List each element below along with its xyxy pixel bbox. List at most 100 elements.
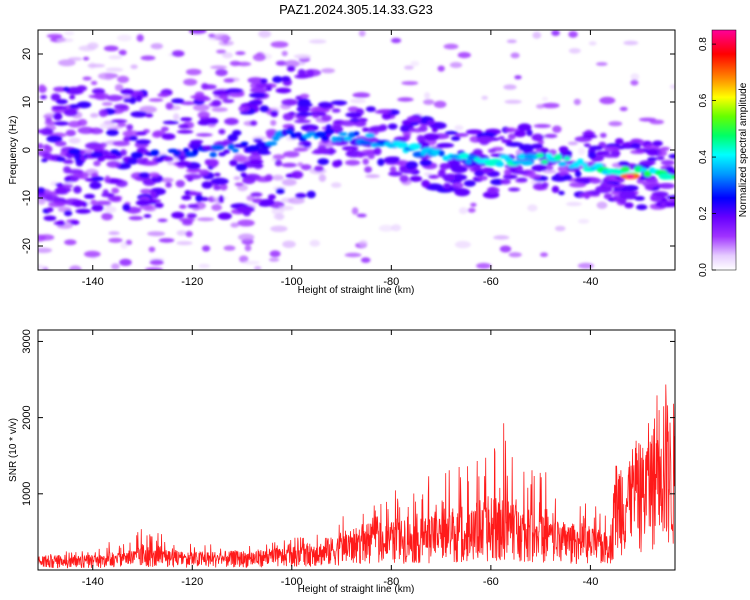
heatmap-cell-750 <box>618 161 630 167</box>
heatmap-cell-618 <box>518 144 535 152</box>
heatmap-cell-130 <box>458 207 468 215</box>
heatmap-cell-877 <box>614 138 624 145</box>
heatmap-cell-323 <box>404 65 414 70</box>
heatmap-cell-210 <box>185 230 193 238</box>
heatmap-cell-975 <box>356 152 369 157</box>
heatmap-cell-968 <box>476 136 494 144</box>
heatmap-cell-1015 <box>182 147 190 154</box>
heatmap-cell-142 <box>216 49 227 54</box>
heatmap-cell-679 <box>229 159 238 167</box>
heatmap-cell-501 <box>106 160 121 168</box>
heatmap-cell-874 <box>135 139 151 145</box>
heatmap-cell-855 <box>197 111 210 119</box>
heatmap-cell-235 <box>449 62 463 68</box>
heatmap-cell-1066 <box>408 143 422 150</box>
spectrogram-x-ticks: -140 -120 -100 -80 -60 -40 <box>82 30 598 288</box>
heatmap-cell-346 <box>180 101 197 106</box>
heatmap-cell-803 <box>508 187 521 192</box>
heatmap-cell-934 <box>46 207 54 213</box>
heatmap-cell-904 <box>199 169 210 176</box>
heatmap-cell-192 <box>278 205 294 211</box>
heatmap-cell-784 <box>317 158 330 166</box>
colorbar-tick-label: 0.4 <box>698 150 709 164</box>
heatmap-cell-262 <box>90 80 98 86</box>
heatmap-cell-274 <box>69 265 82 270</box>
heatmap-cell-924 <box>77 119 88 126</box>
heatmap-cell-884 <box>195 194 203 203</box>
heatmap-cell-954 <box>486 186 500 195</box>
heatmap-cell-950 <box>102 189 109 197</box>
heatmap-cell-659 <box>451 165 468 173</box>
snr-x-tick-label: -100 <box>281 576 303 588</box>
heatmap-cell-634 <box>129 96 137 104</box>
heatmap-cell-175 <box>183 78 198 86</box>
heatmap-cell-217 <box>443 43 459 50</box>
heatmap-cell-820 <box>162 120 179 125</box>
heatmap-cell-798 <box>294 119 311 124</box>
heatmap-cell-849 <box>531 164 548 172</box>
heatmap-cell-795 <box>306 69 314 77</box>
heatmap-cell-947 <box>171 211 185 219</box>
heatmap-cell-41 <box>108 231 120 236</box>
heatmap-cell-783 <box>54 187 72 193</box>
heatmap-cell-1098 <box>553 154 563 161</box>
heatmap-cell-801 <box>135 94 143 102</box>
heatmap-cell-872 <box>530 143 543 149</box>
heatmap-cell-277 <box>269 250 281 258</box>
heatmap-cell-951 <box>589 177 602 184</box>
heatmap-cell-818 <box>286 65 296 72</box>
heatmap-cell-526 <box>250 120 258 126</box>
heatmap-cell-827 <box>362 158 369 165</box>
heatmap-cell-313 <box>568 48 581 54</box>
heatmap-cell-201 <box>281 50 288 57</box>
heatmap-cell-291 <box>514 75 522 80</box>
heatmap-cell-27 <box>270 225 288 232</box>
heatmap-cell-207 <box>506 39 517 44</box>
heatmap-cell-144 <box>235 51 246 56</box>
heatmap-cell-1004 <box>130 151 144 159</box>
heatmap-cell-711 <box>428 174 440 179</box>
spectrogram-x-tick-label: -40 <box>582 276 598 288</box>
heatmap-cell-1025 <box>227 143 235 150</box>
heatmap-cell-184 <box>358 30 366 37</box>
heatmap-cell-1034 <box>265 141 278 146</box>
snr-y-axis-label: SNR (10 * v/v) <box>8 418 19 482</box>
heatmap-cell-888 <box>56 220 66 226</box>
heatmap-cell-171 <box>147 231 166 237</box>
heatmap-cell-1099 <box>558 161 567 167</box>
heatmap-cell-216 <box>281 178 297 186</box>
heatmap-cell-50 <box>223 245 236 251</box>
snr-x-axis-label: Height of straight line (km) <box>298 584 415 595</box>
heatmap-cell-377 <box>275 87 292 94</box>
heatmap-cell-694 <box>194 96 211 102</box>
heatmap-cell-1051 <box>343 136 352 142</box>
heatmap-cell-863 <box>171 98 185 104</box>
heatmap-cell-632 <box>44 195 60 202</box>
heatmap-cell-11 <box>541 102 560 109</box>
heatmap-cell-683 <box>345 112 362 118</box>
heatmap-cell-233 <box>577 262 595 269</box>
heatmap-cell-205 <box>232 155 247 162</box>
heatmap-cell-972 <box>397 161 406 166</box>
heatmap-cell-1118 <box>643 170 652 177</box>
heatmap-cell-763 <box>512 170 529 175</box>
heatmap-cell-588 <box>603 193 613 200</box>
heatmap-cell-182 <box>198 263 210 269</box>
heatmap-cell-99 <box>467 207 476 213</box>
heatmap-cell-105 <box>577 218 590 224</box>
heatmap-cell-802 <box>646 148 659 156</box>
heatmap-cell-942 <box>383 156 400 164</box>
heatmap-cell-550 <box>114 104 128 110</box>
heatmap-cell-721 <box>368 125 387 132</box>
snr-x-tick-label: -60 <box>483 576 499 588</box>
heatmap-cell-193 <box>391 37 402 44</box>
heatmap-cell-187 <box>541 96 549 102</box>
heatmap-cell-700 <box>331 108 341 113</box>
heatmap-cell-117 <box>542 169 557 174</box>
heatmap-cell-256 <box>397 97 414 102</box>
heatmap-cell-195 <box>167 161 175 166</box>
heatmap-cell-289 <box>243 260 260 265</box>
heatmap-cell-435 <box>45 117 53 123</box>
heatmap-cell-606 <box>41 158 48 163</box>
heatmap-cell-499 <box>544 133 558 139</box>
